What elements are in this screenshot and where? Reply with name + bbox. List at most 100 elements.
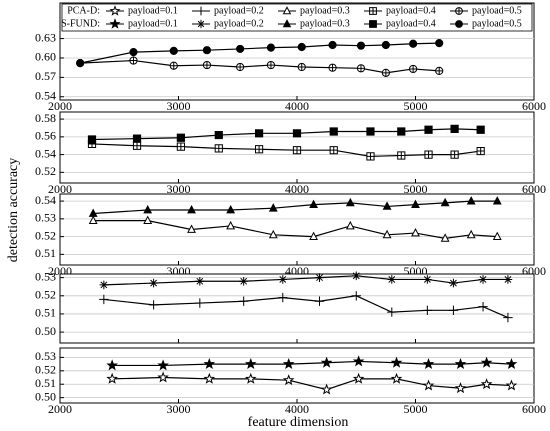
plot-area — [59, 347, 535, 404]
data-point — [356, 41, 366, 50]
legend-label: payload=0.4 — [386, 18, 436, 29]
series-line — [80, 59, 440, 74]
data-point — [214, 144, 223, 153]
x-tick-label: 3000 — [167, 182, 191, 196]
y-tick-label: 0.56 — [35, 129, 56, 143]
data-point — [411, 199, 420, 209]
data-point — [352, 355, 365, 367]
x-tick-label: 6000 — [522, 402, 546, 416]
data-point — [226, 204, 236, 214]
data-point — [187, 204, 196, 214]
y-tick-label: 0.57 — [35, 69, 56, 83]
data-point — [454, 382, 467, 394]
data-point — [466, 229, 476, 239]
legend-marker — [455, 7, 463, 15]
y-axis-label: detection accuracy — [6, 158, 21, 263]
legend-label: payload=0.5 — [472, 5, 522, 16]
y-tick-label: 0.50 — [35, 324, 56, 338]
data-point — [478, 302, 488, 312]
x-tick-label: 5000 — [404, 99, 428, 113]
data-point — [239, 276, 248, 286]
legend-box — [61, 3, 533, 32]
x-tick-label: 3000 — [167, 99, 191, 113]
data-point — [268, 203, 278, 212]
data-point — [143, 215, 153, 225]
data-point — [450, 124, 459, 133]
legend-marker — [282, 6, 292, 15]
data-point — [480, 356, 493, 368]
data-point — [88, 215, 98, 225]
data-point — [476, 125, 485, 134]
data-point — [390, 372, 403, 384]
plot-area — [59, 273, 535, 344]
x-tick-label: 5000 — [404, 402, 428, 416]
data-point — [214, 130, 223, 140]
y-tick-label: 0.51 — [35, 246, 56, 260]
data-point — [244, 357, 257, 370]
legend-label: payload=0.5 — [472, 18, 522, 29]
data-point — [278, 292, 288, 303]
data-point — [99, 294, 109, 305]
data-point — [397, 127, 406, 136]
data-point — [448, 305, 459, 315]
series-line — [103, 295, 509, 319]
data-point — [449, 278, 458, 288]
data-point — [315, 273, 324, 282]
data-point — [381, 40, 390, 50]
data-point — [266, 60, 276, 70]
data-point — [297, 42, 306, 52]
legend-label: payload=0.3 — [300, 18, 350, 29]
data-point — [466, 196, 476, 205]
legend-row-label: S-FUND: — [61, 18, 100, 29]
legend-label: payload=0.3 — [300, 5, 350, 16]
data-point — [132, 141, 142, 150]
y-tick-label: 0.53 — [35, 269, 56, 283]
data-point — [106, 372, 118, 384]
series-line — [91, 143, 481, 157]
legend-marker — [369, 7, 377, 15]
data-point — [411, 228, 420, 237]
data-point — [505, 357, 518, 370]
x-tick-label: 3000 — [167, 402, 191, 416]
data-point — [99, 280, 109, 290]
data-point — [503, 312, 513, 323]
x-tick-label: 6000 — [522, 182, 546, 196]
data-point — [226, 220, 236, 230]
data-point — [387, 307, 397, 317]
data-point — [282, 357, 295, 370]
data-point — [268, 229, 278, 239]
legend-marker — [282, 19, 292, 28]
data-point — [195, 298, 205, 308]
data-point — [320, 383, 333, 395]
x-tick-label: 4000 — [285, 182, 309, 196]
x-tick-label: 6000 — [522, 99, 546, 113]
series-line — [103, 275, 508, 286]
data-point — [203, 372, 216, 384]
data-point — [297, 62, 306, 72]
series-line — [112, 376, 512, 391]
legend-label: payload=0.1 — [128, 5, 178, 16]
data-point — [387, 275, 397, 284]
y-tick-label: 0.60 — [35, 50, 56, 64]
legend-label: payload=0.2 — [214, 18, 264, 29]
y-tick-label: 0.58 — [35, 111, 56, 125]
data-point — [366, 127, 375, 136]
data-point — [422, 357, 435, 370]
data-point — [202, 46, 212, 55]
series-line — [93, 220, 498, 239]
data-point — [238, 296, 249, 306]
data-point — [129, 48, 138, 57]
data-point — [187, 224, 196, 233]
data-point — [176, 142, 185, 151]
data-point — [266, 43, 276, 52]
data-point — [505, 379, 518, 391]
data-point — [422, 305, 433, 315]
y-tick-label: 0.50 — [35, 389, 56, 403]
data-point — [424, 125, 433, 134]
x-tick-label: 2000 — [48, 99, 72, 113]
data-point — [129, 56, 138, 65]
data-point — [356, 64, 366, 73]
data-point — [345, 197, 355, 207]
data-point — [169, 61, 178, 70]
data-point — [320, 356, 333, 368]
